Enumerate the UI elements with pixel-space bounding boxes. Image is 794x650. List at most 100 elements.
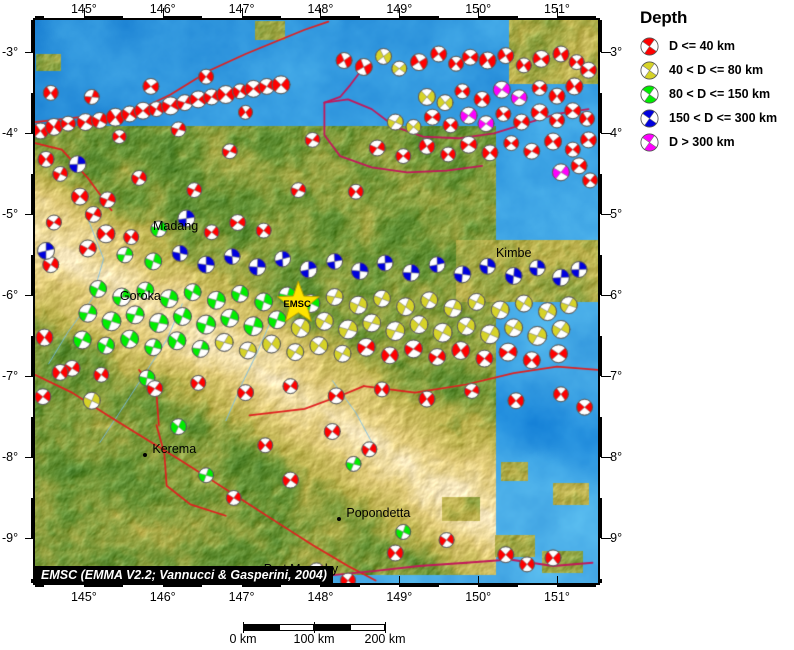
frame-segment bbox=[31, 578, 35, 583]
scale-tick bbox=[243, 622, 244, 633]
frame-segment bbox=[320, 583, 360, 587]
legend-entry-0: D <= 40 km bbox=[636, 34, 794, 58]
lon-tick-label: 146° bbox=[149, 2, 176, 16]
lat-tick bbox=[601, 133, 611, 135]
lat-tick bbox=[601, 457, 611, 459]
lat-tick-label: -6° bbox=[2, 288, 19, 303]
frame-segment bbox=[35, 583, 45, 587]
frame-segment bbox=[31, 335, 35, 377]
city-label-kerema: Kerema bbox=[152, 442, 197, 456]
frame-segment bbox=[598, 254, 602, 296]
lon-tick-label: 148° bbox=[307, 2, 334, 16]
lat-tick bbox=[601, 538, 611, 540]
lon-tick-label: 150° bbox=[465, 2, 492, 16]
frame-segment bbox=[478, 583, 518, 587]
legend-label: 40 < D <= 80 km bbox=[669, 63, 764, 77]
epicenter-label: EMSC bbox=[283, 298, 311, 310]
frame-segment bbox=[31, 20, 35, 53]
legend-label: D > 300 km bbox=[669, 135, 735, 149]
lon-tick bbox=[399, 576, 401, 586]
legend-title: Depth bbox=[640, 8, 688, 27]
lat-tick-label: -9° bbox=[2, 531, 19, 546]
lat-tick-label: -3° bbox=[2, 45, 19, 60]
lat-tick bbox=[601, 52, 611, 54]
frame-segment bbox=[320, 16, 360, 20]
legend-label: D <= 40 km bbox=[669, 39, 736, 53]
frame-segment bbox=[598, 20, 602, 53]
frame-segment bbox=[31, 92, 35, 134]
lat-tick-label: -6° bbox=[606, 288, 623, 303]
scale-segment-2 bbox=[314, 624, 350, 631]
city-marker bbox=[337, 517, 342, 521]
scale-segment-3 bbox=[349, 624, 385, 631]
legend-entries: D <= 40 km 40 < D <= 80 km 80 < D <= 150 k… bbox=[636, 34, 794, 154]
lon-tick bbox=[83, 8, 85, 18]
city-label-goroka: Goroka bbox=[119, 288, 161, 303]
frame-segment bbox=[31, 254, 35, 296]
lon-tick-label: 151° bbox=[544, 2, 570, 16]
scale-label: 0 km bbox=[229, 632, 257, 646]
lon-tick bbox=[399, 8, 401, 18]
depth-legend: Depth D <= 40 km 40 < D <= 80 km 80 < D <=… bbox=[636, 8, 794, 154]
legend-entry-2: 80 < D <= 150 km bbox=[636, 82, 794, 106]
lon-tick bbox=[162, 8, 164, 18]
legend-entry-1: 40 < D <= 80 km bbox=[636, 58, 794, 82]
city-label-madang: Madang bbox=[152, 219, 199, 234]
lat-tick bbox=[601, 376, 611, 378]
city-marker bbox=[143, 453, 148, 457]
scale-segment-1 bbox=[278, 624, 314, 631]
lat-tick bbox=[25, 52, 35, 54]
frame-segment bbox=[478, 16, 518, 20]
lat-tick bbox=[25, 457, 35, 459]
frame-segment bbox=[83, 583, 124, 587]
legend-beachball-icon bbox=[640, 108, 659, 128]
lat-tick bbox=[601, 295, 611, 297]
frame-segment bbox=[31, 497, 35, 539]
legend-beachball-icon bbox=[640, 84, 659, 104]
frame-segment bbox=[556, 583, 597, 587]
frame-segment bbox=[83, 16, 124, 20]
lon-tick bbox=[478, 8, 480, 18]
lon-tick bbox=[556, 576, 558, 586]
legend-beachball-icon bbox=[640, 132, 659, 152]
frame-segment bbox=[162, 583, 203, 587]
legend-label: 80 < D <= 150 km bbox=[669, 87, 771, 101]
scale-tick bbox=[385, 622, 386, 633]
scale-label: 100 km bbox=[293, 632, 335, 646]
lon-tick-label: 149° bbox=[386, 590, 413, 604]
city-label-popondetta: Popondetta bbox=[346, 506, 411, 520]
lon-tick-label: 147° bbox=[228, 2, 255, 16]
frame-segment bbox=[598, 578, 602, 583]
frame-segment bbox=[399, 583, 439, 587]
legend-beachball-icon bbox=[640, 60, 659, 80]
lon-tick bbox=[241, 8, 243, 18]
frame-segment bbox=[35, 16, 45, 20]
lat-tick-label: -9° bbox=[606, 531, 623, 546]
lat-tick-label: -4° bbox=[2, 126, 19, 141]
legend-beachball-icon bbox=[640, 36, 659, 56]
scale-label: 200 km bbox=[364, 632, 406, 646]
lon-tick-label: 150° bbox=[465, 590, 492, 604]
lat-tick bbox=[25, 295, 35, 297]
lon-tick-label: 148° bbox=[307, 590, 334, 604]
legend-label: 150 < D <= 300 km bbox=[669, 111, 778, 125]
lon-tick bbox=[478, 576, 480, 586]
lon-tick-label: 145° bbox=[70, 2, 97, 16]
city-label-kimbe: Kimbe bbox=[495, 245, 532, 260]
lat-tick-label: -3° bbox=[606, 45, 623, 60]
lat-tick bbox=[25, 376, 35, 378]
frame-segment bbox=[31, 173, 35, 215]
lon-tick-label: 151° bbox=[544, 590, 570, 604]
lat-tick bbox=[25, 133, 35, 135]
frame-segment bbox=[598, 173, 602, 215]
scale-bar bbox=[243, 624, 385, 632]
map-canvas bbox=[35, 20, 598, 583]
lon-tick-label: 147° bbox=[228, 590, 255, 604]
scale-segment-0 bbox=[243, 624, 279, 631]
lat-tick-label: -7° bbox=[606, 369, 623, 384]
lon-tick-label: 145° bbox=[70, 590, 97, 604]
attribution-banner: EMSC (EMMA V2.2; Vannucci & Gasperini, 2… bbox=[35, 566, 333, 585]
seismicity-map[interactable] bbox=[33, 18, 600, 585]
lat-tick bbox=[25, 214, 35, 216]
lat-tick bbox=[25, 538, 35, 540]
